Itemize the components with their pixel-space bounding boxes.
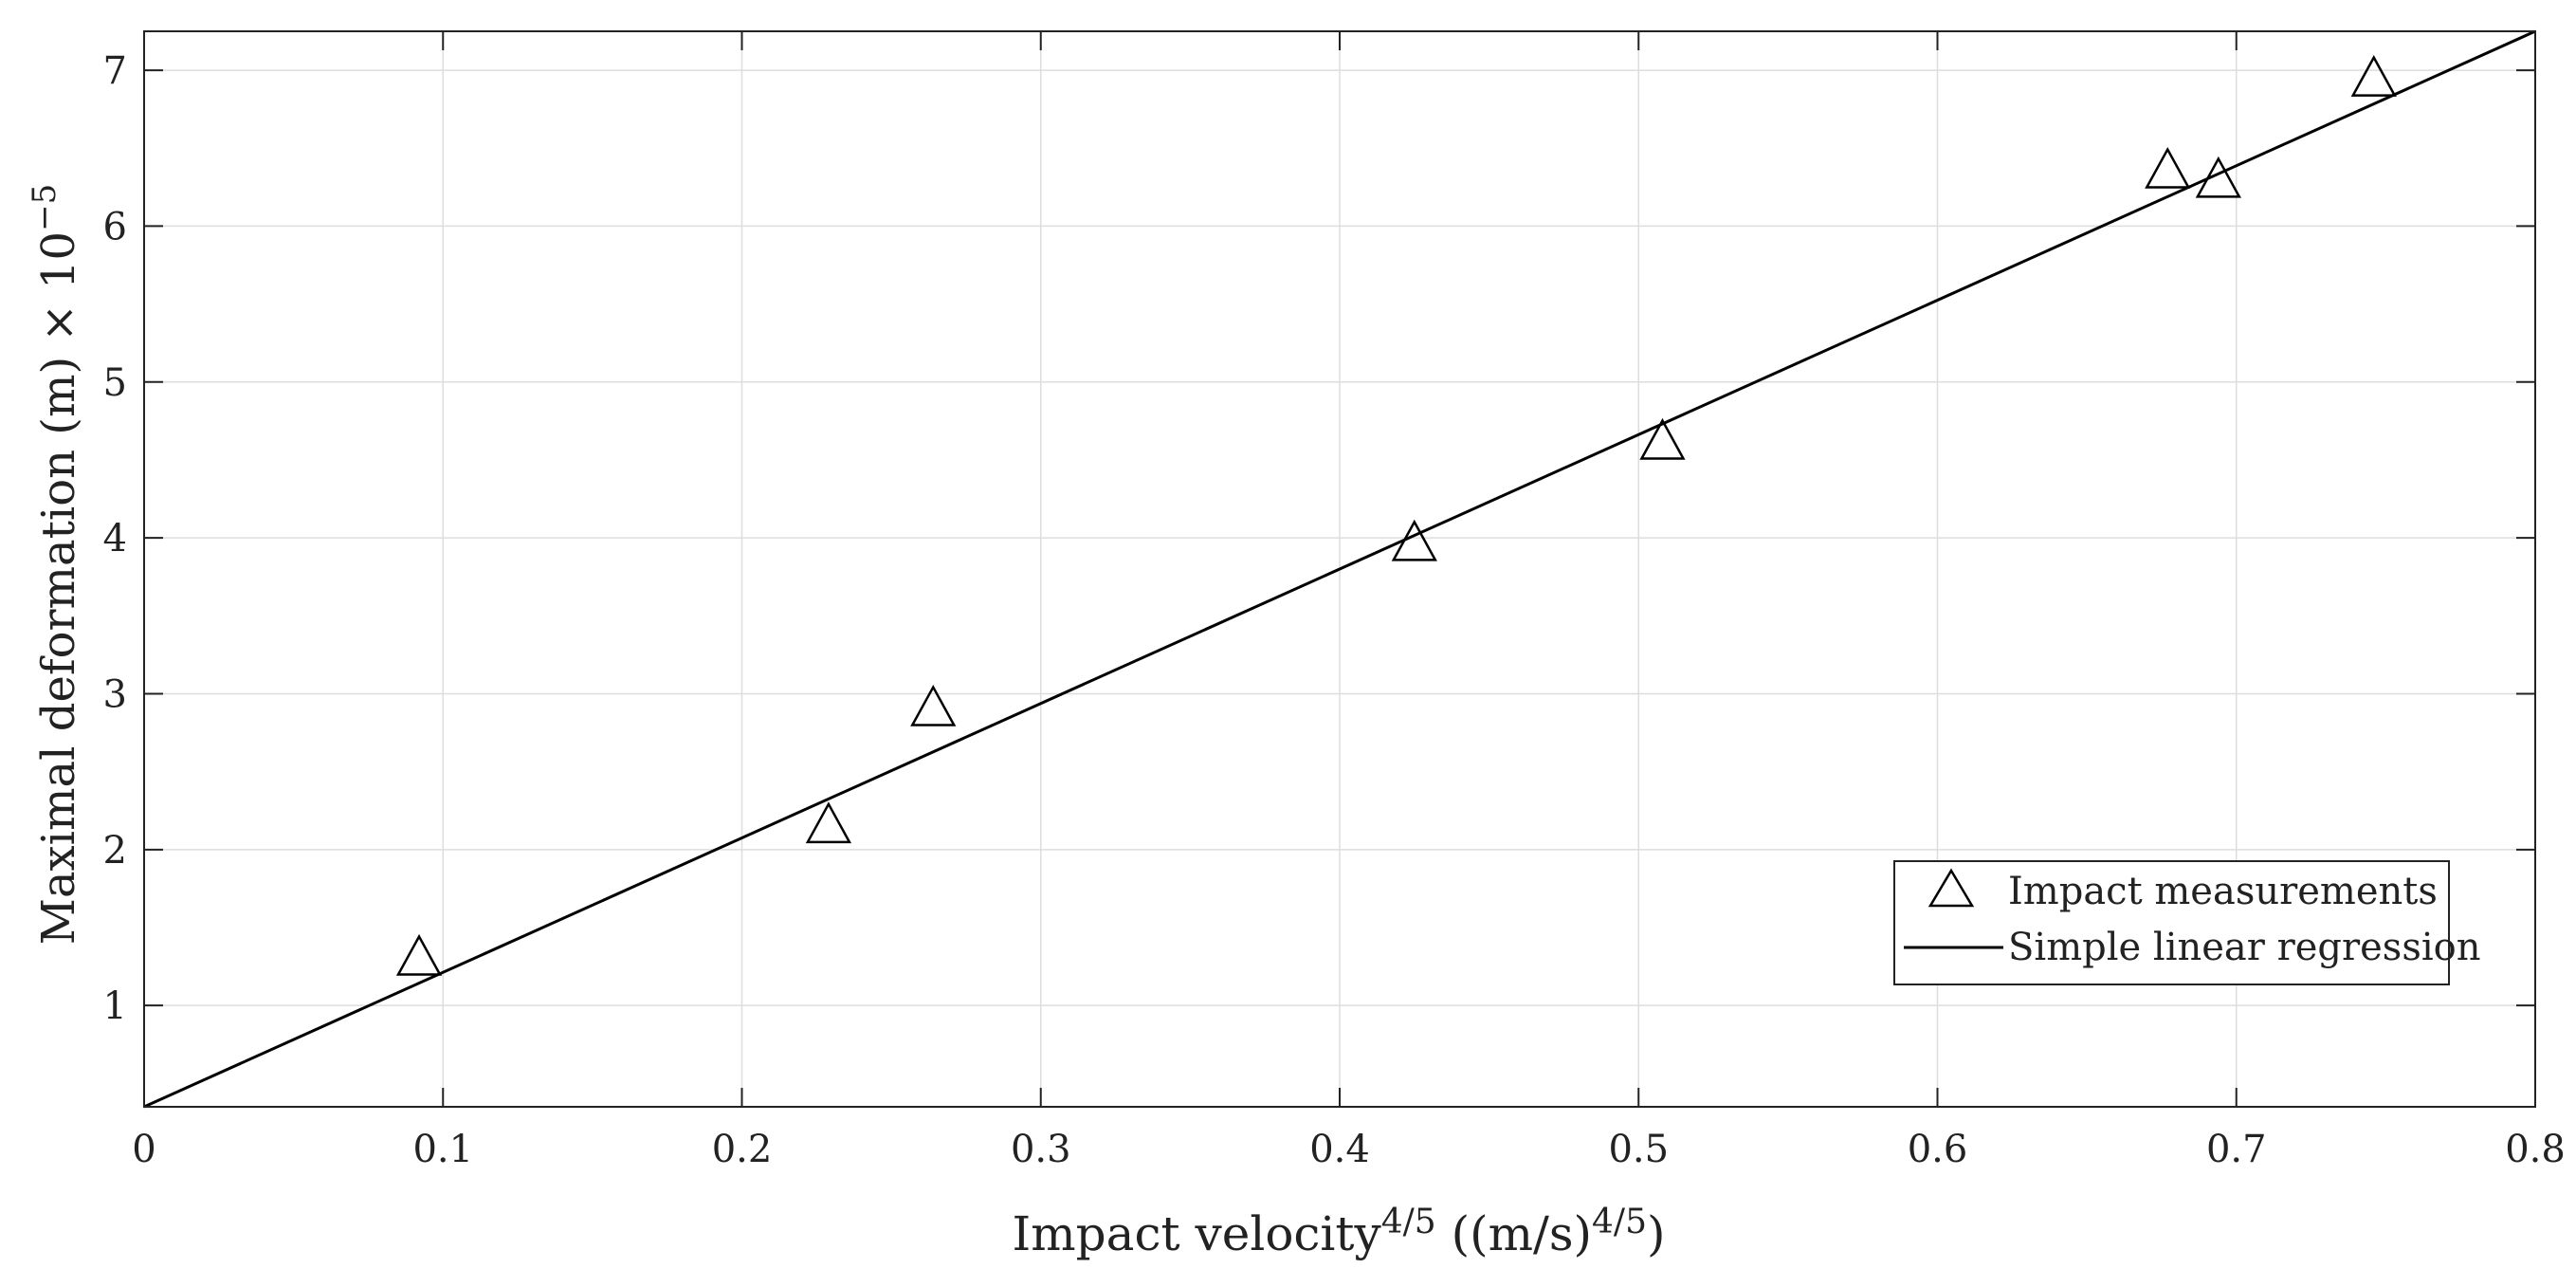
measurement-point bbox=[2350, 54, 2397, 97]
measurement-point bbox=[805, 801, 852, 844]
y-tick-label: 7 bbox=[103, 49, 127, 93]
grid-lines bbox=[143, 31, 2536, 1107]
legend-box bbox=[1893, 860, 2450, 985]
legend-triangle-marker bbox=[1927, 868, 1975, 908]
x-tick-label: 0.4 bbox=[1309, 1128, 1370, 1171]
measurement-point bbox=[1391, 519, 1437, 561]
y-tick-label: 6 bbox=[103, 205, 127, 248]
x-tick-label: 0.2 bbox=[712, 1128, 773, 1171]
y-axis-label-main: Maximal deformation (m) × 10 bbox=[32, 231, 85, 945]
y-tick-label: 1 bbox=[103, 984, 127, 1028]
measurement-point bbox=[910, 684, 957, 726]
measurement-point bbox=[1639, 417, 1686, 460]
measurement-point bbox=[2145, 146, 2191, 189]
x-axis-label-close: ) bbox=[1647, 1206, 1666, 1261]
measurement-point bbox=[395, 933, 443, 976]
y-tick-label: 4 bbox=[103, 517, 127, 561]
x-tick-label: 0.6 bbox=[1908, 1128, 1968, 1171]
x-tick-label: 0.8 bbox=[2505, 1128, 2566, 1171]
y-tick-label: 5 bbox=[103, 361, 127, 405]
x-tick-label: 0.7 bbox=[2206, 1128, 2267, 1171]
x-tick-label: 0.1 bbox=[412, 1128, 473, 1171]
x-axis-label-main: Impact velocity bbox=[1013, 1206, 1382, 1261]
x-tick-label: 0.5 bbox=[1608, 1128, 1669, 1171]
axis-ticks: 0 0.1 0.2 0.3 0.4 0.5 0.6 0.7 0.8 1 2 3 4 5 6 7 bbox=[103, 31, 2566, 1171]
legend-label-regression: Simple linear regression bbox=[2008, 926, 2481, 969]
x-tick-label: 0 bbox=[132, 1128, 155, 1171]
x-axis-label-unit: ((m/s) bbox=[1436, 1206, 1592, 1261]
x-axis-label: Impact velocity4/5 ((m/s)4/5) bbox=[1013, 1203, 1666, 1261]
regression-line bbox=[143, 29, 2536, 1109]
measurement-point bbox=[2195, 156, 2241, 198]
y-tick-label: 3 bbox=[103, 672, 127, 716]
y-axis-label-sup: −5 bbox=[26, 184, 64, 231]
legend-label-measurements: Impact measurements bbox=[2008, 870, 2438, 913]
x-axis-label-unit-sup: 4/5 bbox=[1592, 1203, 1647, 1241]
x-tick-label: 0.3 bbox=[1011, 1128, 1071, 1171]
y-axis-label: Maximal deformation (m) × 10−5 bbox=[26, 184, 85, 945]
y-tick-label: 2 bbox=[103, 829, 127, 873]
plot-data bbox=[143, 29, 2536, 1109]
x-axis-label-sup: 4/5 bbox=[1381, 1203, 1436, 1241]
legend: Impact measurements Simple linear regres… bbox=[1893, 860, 2481, 985]
